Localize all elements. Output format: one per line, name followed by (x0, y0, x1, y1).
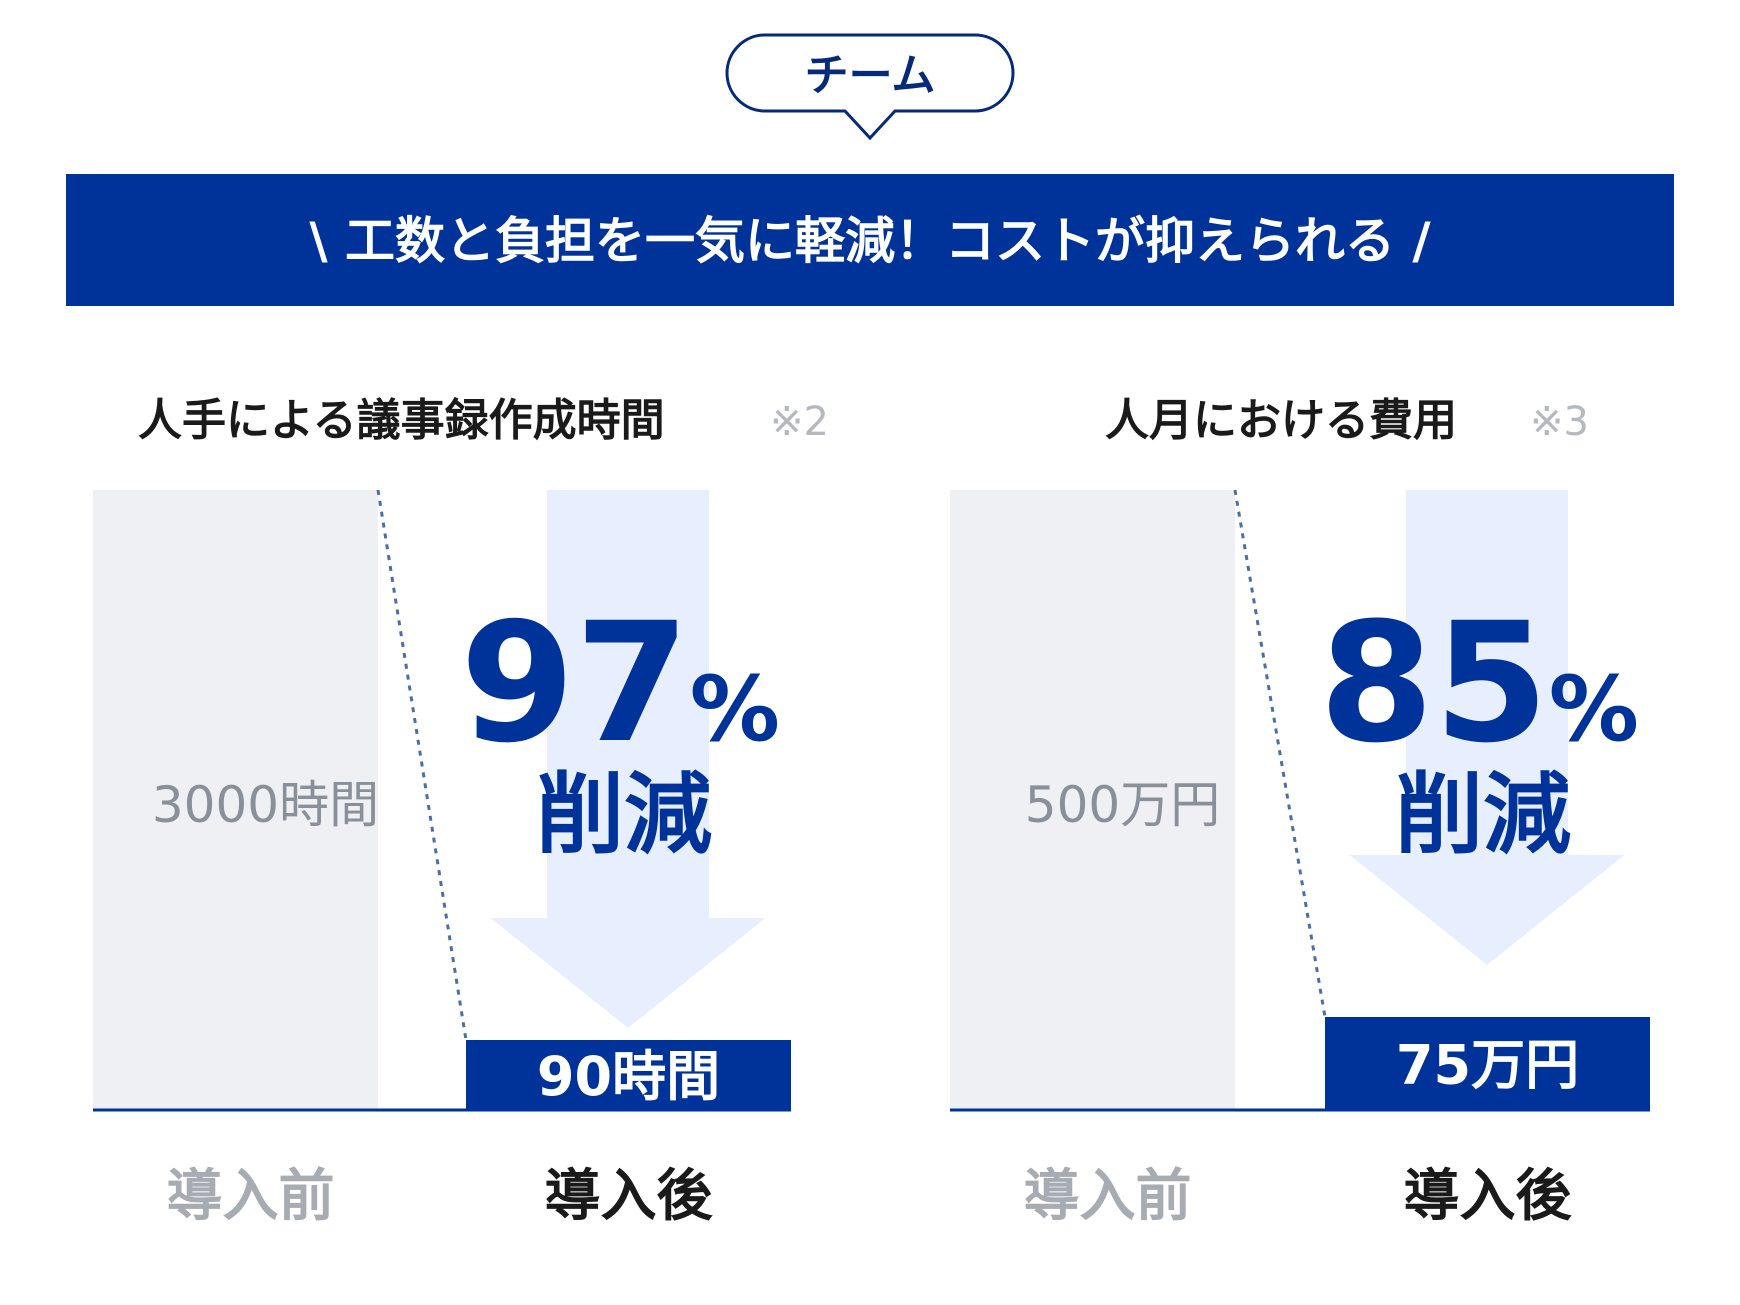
chart-title: 人手による議事録作成時間 (138, 395, 665, 446)
reduction-percent: 97% (460, 587, 780, 779)
connector-line (376, 489, 468, 1041)
connector-line (1233, 489, 1327, 1018)
category-label-before: 導入前 (1024, 1164, 1192, 1229)
reduction-arrow (490, 490, 766, 1028)
reduction-number: 85 (1319, 587, 1549, 779)
reduction-number: 97 (460, 587, 690, 779)
value-label-after: 90時間 (537, 1045, 720, 1108)
headline-banner (66, 174, 1674, 306)
headline-text: \ 工数と負担を一気に軽減！コストが抑えられる / (309, 212, 1431, 270)
bubble-shape (725, 33, 1015, 141)
reduction-word: 削減 (1395, 763, 1571, 866)
value-label-before: 500万円 (1025, 776, 1220, 834)
value-label-before: 3000時間 (152, 776, 379, 834)
bubble-label: チーム (805, 50, 936, 101)
reduction-word: 削減 (536, 763, 712, 866)
bar-before (950, 490, 1235, 1110)
reduction-arrow (1349, 490, 1625, 965)
reduction-unit: % (1549, 657, 1639, 762)
bar-after (1325, 1017, 1650, 1110)
reduction-unit: % (690, 657, 780, 762)
bar-before (93, 490, 378, 1110)
category-label-after: 導入後 (545, 1164, 714, 1229)
footnote-mark: ※2 (770, 399, 829, 445)
value-label-after: 75万円 (1396, 1034, 1579, 1097)
team-bubble: チーム (725, 33, 1015, 141)
chart-title: 人月における費用 (1105, 395, 1457, 446)
category-label-after: 導入後 (1404, 1164, 1573, 1229)
bar-after (466, 1040, 791, 1110)
footnote-mark: ※3 (1530, 399, 1589, 445)
category-label-before: 導入前 (167, 1164, 335, 1229)
reduction-percent: 85% (1319, 587, 1639, 779)
